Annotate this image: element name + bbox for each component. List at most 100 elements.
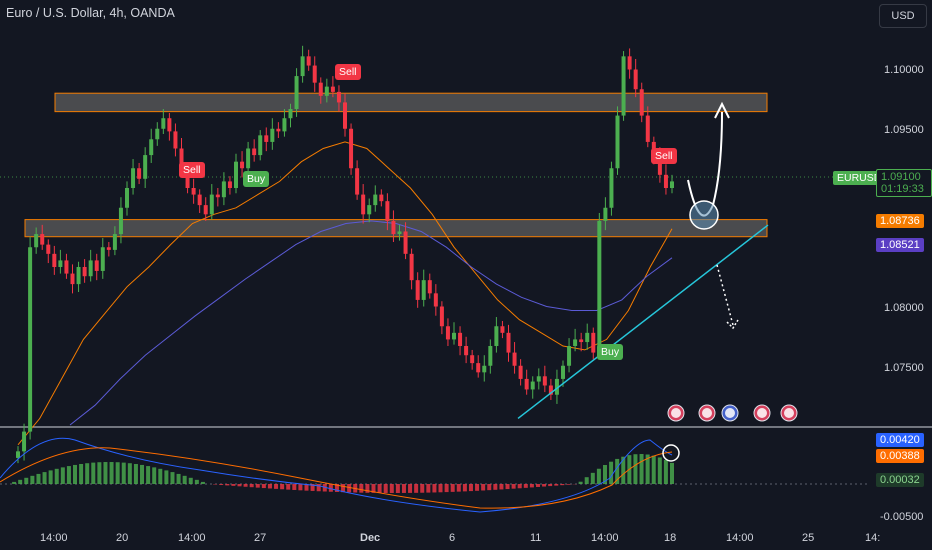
macd-histogram-bar: [170, 472, 175, 484]
candle-body: [391, 220, 396, 235]
candle-body: [597, 220, 602, 353]
candle-body: [58, 260, 63, 267]
candle-body: [88, 260, 93, 277]
candle-body: [379, 194, 384, 202]
macd-histogram-bar: [219, 484, 224, 485]
candle-body: [294, 76, 299, 109]
macd-histogram-bar: [249, 484, 254, 488]
ma-slow-tag: 1.08521: [876, 238, 924, 252]
candle-body: [488, 346, 493, 366]
macd-histogram-bar: [304, 484, 309, 491]
macd-histogram-bar: [280, 484, 285, 490]
candle-body: [561, 365, 565, 379]
macd-histogram-bar: [60, 467, 65, 484]
macd-histogram-bar: [420, 484, 425, 493]
hist-tag: 0.00032: [876, 473, 924, 487]
macd-cross-circle: [662, 444, 680, 462]
macd-histogram-bar: [292, 484, 297, 490]
macd-histogram-bar: [91, 462, 96, 484]
candle-body: [306, 56, 311, 66]
candle-body: [421, 280, 426, 300]
price-tick: 1.07500: [884, 362, 924, 374]
macd-histogram-bar: [298, 484, 303, 491]
macd-histogram-bar: [152, 467, 157, 484]
candle-body: [452, 332, 456, 340]
candle-body: [179, 148, 184, 171]
candle-body: [506, 332, 511, 353]
candle-body: [627, 56, 632, 70]
chart-title: Euro / U.S. Dollar, 4h, OANDA: [6, 6, 175, 20]
currency-button[interactable]: USD: [879, 4, 927, 28]
time-label: 18: [664, 532, 677, 544]
candle-body: [312, 65, 317, 83]
event-flag-inner: [671, 408, 681, 418]
candle-body: [100, 247, 105, 271]
candle-body: [149, 139, 154, 156]
ma-fast-line: [17, 141, 673, 446]
macd-histogram-bar: [115, 462, 120, 484]
macd-histogram-bar: [639, 454, 644, 484]
macd-histogram-bar: [645, 454, 650, 484]
macd-histogram-bar: [596, 468, 601, 484]
projection-down-path: [716, 264, 734, 326]
annotations: [517, 101, 769, 420]
macd-tag: 0.00420: [876, 433, 924, 447]
last-price: 1.09100: [881, 171, 921, 183]
trendline: [517, 224, 769, 420]
macd-histogram-bar: [475, 484, 480, 491]
macd-histogram-bar: [109, 462, 114, 484]
macd-histogram-bar: [310, 484, 315, 491]
signal-tag: 0.00388: [876, 449, 924, 463]
candle-body: [336, 91, 341, 103]
macd-histogram-bar: [359, 484, 364, 493]
ma-slow-line: [69, 220, 673, 426]
sell-signal: Sell: [179, 162, 205, 178]
candle-body: [16, 451, 20, 458]
macd-histogram-bar: [97, 462, 102, 484]
macd-histogram-bar: [657, 457, 662, 484]
macd-histogram-bar: [377, 484, 382, 493]
macd-histogram-bar: [529, 484, 534, 488]
resistance-zone: [54, 92, 768, 113]
macd-histogram-bar: [237, 484, 242, 487]
candle-body: [573, 339, 578, 346]
candle-body: [536, 376, 541, 382]
macd-histogram-bar: [554, 484, 559, 486]
candle-body: [300, 56, 305, 77]
macd-histogram-bar: [365, 484, 370, 493]
candle-body: [445, 326, 450, 340]
macd-histogram-bar: [450, 484, 455, 492]
sell-signal: Sell: [651, 148, 677, 164]
macd-histogram-bar: [286, 484, 291, 490]
candle-body: [663, 174, 668, 188]
symbol-tag: EURUSD: [833, 171, 886, 185]
candle-body: [252, 148, 257, 156]
candle-body: [282, 118, 287, 132]
macd-histogram-bar: [462, 484, 467, 492]
event-flag-inner: [757, 408, 767, 418]
signal-line: [0, 447, 673, 509]
candle-body: [118, 207, 123, 235]
candle-body: [415, 280, 420, 300]
macd-histogram-bar: [535, 484, 540, 487]
macd-histogram-bar: [426, 484, 431, 493]
macd-histogram-bar: [48, 470, 53, 484]
macd-histogram-bar: [566, 484, 571, 485]
candle-body: [542, 376, 547, 386]
candle-body: [137, 168, 142, 179]
candle-body: [112, 234, 117, 250]
time-label: 25: [802, 532, 815, 544]
macd-histogram-bar: [432, 484, 437, 493]
macd-histogram-bar: [670, 462, 674, 484]
price-tick: 1.09500: [884, 124, 924, 136]
macd-histogram-bar: [274, 484, 279, 489]
macd-histogram-bar: [511, 484, 516, 489]
candle-body: [125, 188, 129, 208]
macd-histogram-bar: [261, 484, 266, 489]
candle-body: [518, 365, 523, 379]
event-flag-inner: [784, 408, 794, 418]
candle-body: [64, 260, 69, 274]
macd-histogram-bar: [602, 465, 607, 484]
macd-histogram-bar: [456, 484, 461, 492]
